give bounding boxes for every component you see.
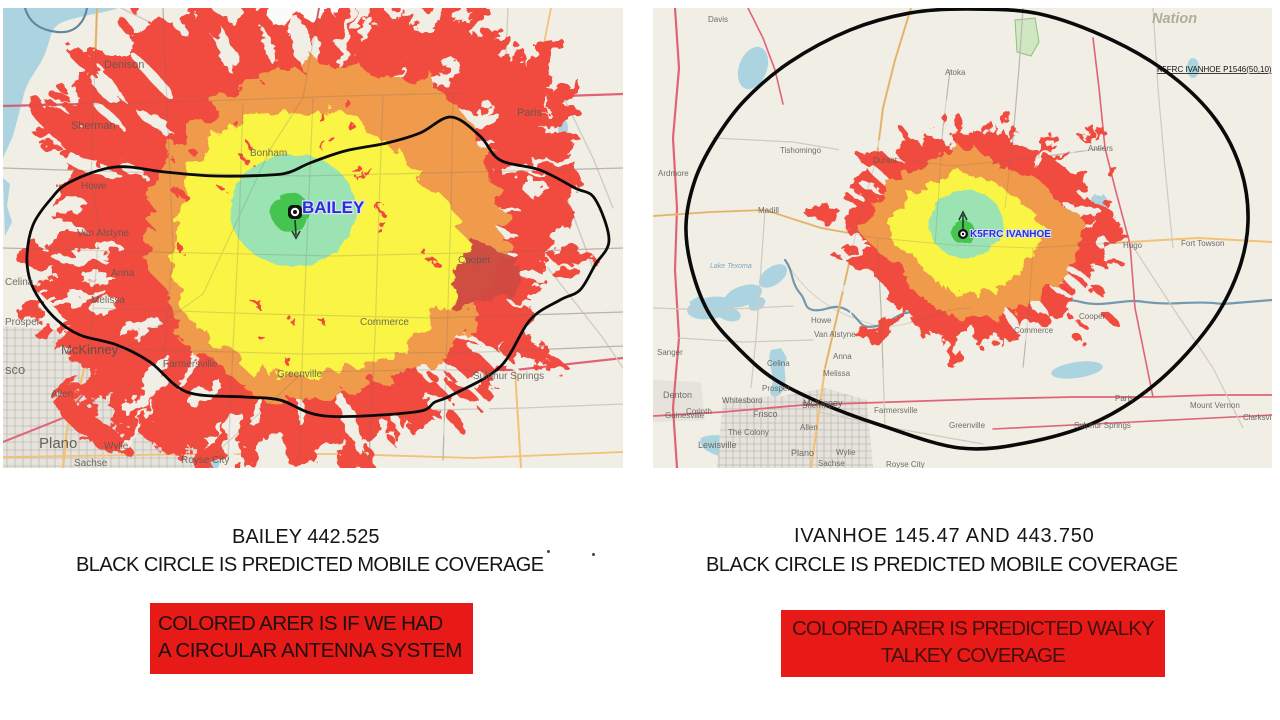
svg-text:Nation: Nation	[1152, 11, 1197, 27]
svg-text:Davis: Davis	[708, 15, 728, 24]
svg-text:Plano: Plano	[791, 448, 814, 458]
svg-text:Wylie: Wylie	[836, 448, 856, 457]
svg-text:Ardmore: Ardmore	[658, 169, 689, 178]
svg-text:Mount Vernon: Mount Vernon	[1190, 401, 1240, 410]
svg-text:Paris: Paris	[1115, 394, 1133, 403]
svg-text:Howe: Howe	[811, 316, 832, 325]
svg-text:Sachse: Sachse	[74, 458, 108, 468]
svg-text:Anna: Anna	[833, 352, 852, 361]
svg-text:Royse City: Royse City	[181, 455, 229, 466]
svg-text:Cooper: Cooper	[458, 255, 491, 266]
svg-text:Allen: Allen	[800, 423, 818, 432]
svg-text:Anna: Anna	[111, 268, 135, 279]
svg-text:Prosper: Prosper	[762, 384, 790, 393]
svg-text:Commerce: Commerce	[360, 317, 409, 328]
svg-text:K5FRC IVANHOE: K5FRC IVANHOE	[970, 229, 1051, 240]
svg-text:Lake Texoma: Lake Texoma	[710, 263, 752, 270]
svg-text:Allen: Allen	[51, 389, 73, 400]
svg-text:Sulphur Springs: Sulphur Springs	[1074, 421, 1131, 430]
svg-text:BAILEY: BAILEY	[302, 198, 365, 217]
svg-text:Sherman: Sherman	[71, 120, 116, 132]
svg-text:McKinney: McKinney	[61, 342, 119, 357]
svg-text:Sherman: Sherman	[802, 401, 834, 410]
svg-text:McKinney: McKinney	[803, 398, 843, 408]
svg-text:Melissa: Melissa	[823, 369, 851, 378]
svg-text:Greenville: Greenville	[949, 421, 986, 430]
svg-text:Bonham: Bonham	[250, 148, 287, 159]
svg-text:Frisco: Frisco	[753, 409, 778, 419]
svg-text:Denton: Denton	[663, 390, 692, 400]
svg-text:Lewisville: Lewisville	[698, 440, 737, 450]
svg-text:Greenville: Greenville	[277, 369, 322, 380]
svg-text:Howe: Howe	[81, 181, 107, 192]
svg-text:Sanger: Sanger	[657, 348, 683, 357]
svg-text:Antlers: Antlers	[1088, 144, 1113, 153]
svg-text:Sachse: Sachse	[818, 459, 845, 468]
svg-text:Royse City: Royse City	[886, 460, 925, 468]
svg-text:Farmersville: Farmersville	[163, 359, 218, 370]
svg-text:Durant: Durant	[873, 156, 898, 165]
svg-text:The Colony: The Colony	[728, 428, 769, 437]
svg-text:Celina: Celina	[5, 277, 34, 288]
svg-text:Paris: Paris	[517, 107, 543, 119]
svg-text:Plano: Plano	[39, 435, 77, 452]
svg-text:Celina: Celina	[767, 359, 790, 368]
svg-text:Van Alstyne: Van Alstyne	[77, 228, 130, 239]
svg-text:Tishomingo: Tishomingo	[780, 146, 822, 155]
svg-text:Prosper: Prosper	[5, 317, 41, 328]
svg-text:sco: sco	[5, 362, 25, 377]
svg-text:Sulphur Springs: Sulphur Springs	[473, 371, 544, 382]
svg-text:Wylie: Wylie	[104, 441, 129, 452]
svg-text:Hugo: Hugo	[1123, 241, 1143, 250]
svg-text:Commerce: Commerce	[1014, 326, 1054, 335]
svg-text:K5FRC IVANHOE P1546(50,10): K5FRC IVANHOE P1546(50,10)	[1157, 65, 1272, 74]
svg-text:Melissa: Melissa	[91, 295, 125, 306]
svg-text:Clarksvi: Clarksvi	[1243, 413, 1272, 422]
svg-text:Corinth: Corinth	[686, 407, 712, 416]
svg-text:Gainesville: Gainesville	[665, 411, 705, 420]
svg-text:Fort Towson: Fort Towson	[1181, 239, 1224, 248]
svg-text:Farmersville: Farmersville	[874, 406, 918, 415]
svg-text:Whitesboro: Whitesboro	[722, 396, 763, 405]
svg-text:Atoka: Atoka	[945, 68, 966, 77]
svg-text:Denison: Denison	[104, 59, 144, 71]
svg-text:Van Alstyne: Van Alstyne	[814, 330, 856, 339]
svg-text:Cooper: Cooper	[1079, 312, 1106, 321]
svg-text:Madill: Madill	[758, 206, 779, 215]
